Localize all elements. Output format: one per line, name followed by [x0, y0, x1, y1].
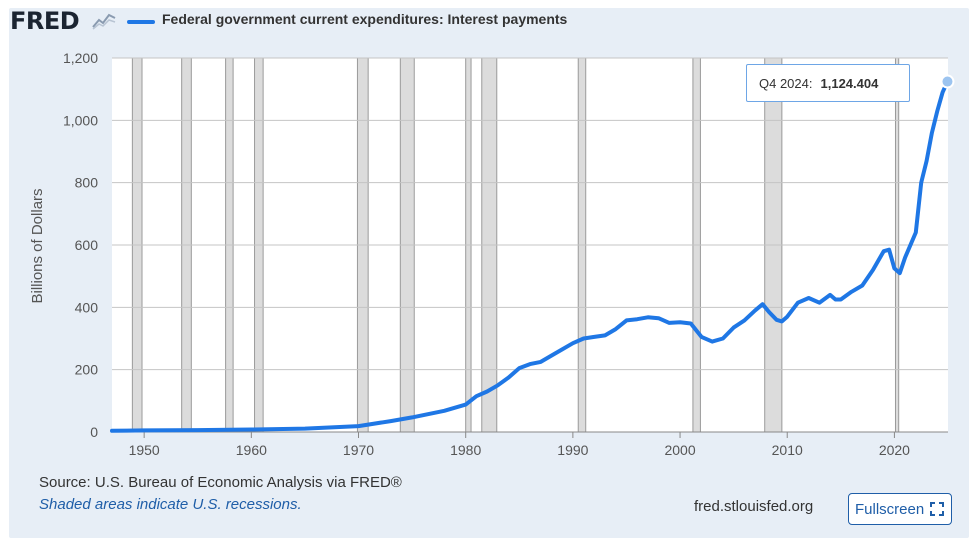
last-point-marker — [940, 74, 955, 89]
y-tick-label: 600 — [75, 237, 99, 253]
y-tick-label: 800 — [75, 175, 99, 191]
recession-note: Shaded areas indicate U.S. recessions. — [39, 496, 302, 513]
legend-swatch — [127, 20, 155, 24]
y-tick-label: 0 — [90, 424, 98, 440]
y-tick-label: 400 — [75, 299, 99, 315]
y-tick-label: 1,200 — [63, 50, 98, 66]
tooltip-period: Q4 2024: — [759, 75, 813, 91]
y-tick-label: 200 — [75, 362, 99, 378]
fred-logo[interactable]: FRED — [10, 7, 80, 35]
legend-label[interactable]: Federal government current expenditures:… — [162, 11, 568, 27]
line-chart-icon — [92, 13, 116, 30]
x-tick-label: 2020 — [879, 442, 910, 458]
fullscreen-icon — [930, 502, 945, 516]
x-tick-label: 1980 — [450, 442, 481, 458]
fullscreen-label: Fullscreen — [855, 500, 925, 518]
x-tick-label: 2000 — [664, 442, 695, 458]
x-tick-label: 1950 — [129, 442, 160, 458]
site-url[interactable]: fred.stlouisfed.org — [694, 498, 814, 515]
data-tooltip: Q4 2024: 1,124.404 — [746, 64, 910, 102]
source-text: Source: U.S. Bureau of Economic Analysis… — [39, 474, 402, 491]
series-line — [110, 79, 950, 433]
fullscreen-button[interactable]: Fullscreen — [848, 493, 952, 525]
x-tick-label: 2010 — [772, 442, 803, 458]
x-tick-label: 1960 — [236, 442, 267, 458]
line-chart[interactable]: 0 200 400 600 800 1,000 1,200 1950 1960 1970 1980… — [0, 0, 978, 470]
y-tick-label: 1,000 — [63, 112, 98, 128]
y-axis-label: Billions of Dollars — [29, 188, 46, 303]
tooltip-value: 1,124.404 — [820, 75, 879, 91]
x-tick-label: 1990 — [557, 442, 588, 458]
x-tick-label: 1970 — [343, 442, 374, 458]
